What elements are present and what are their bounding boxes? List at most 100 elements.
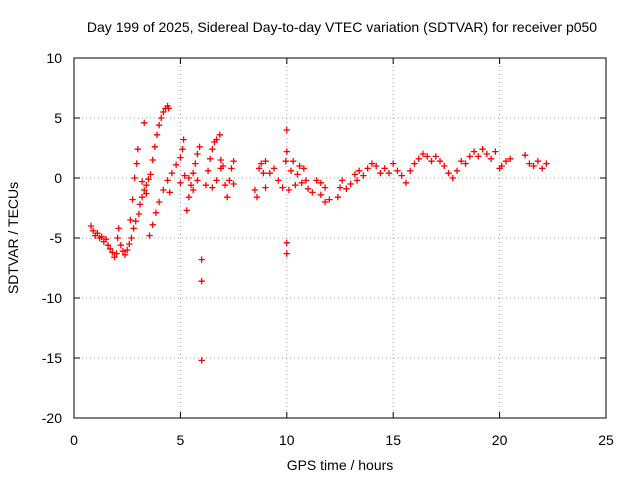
data-point [89,227,97,234]
data-point [534,158,542,165]
data-point [347,180,354,188]
data-point [121,251,129,258]
data-point [445,170,452,177]
data-point [87,222,95,230]
data-point [185,194,193,201]
data-point [355,167,363,174]
data-point [106,245,114,252]
data-point [146,232,153,239]
y-tick-label: -20 [42,410,62,426]
data-point [313,177,320,184]
data-point [321,198,329,206]
data-point [507,155,514,162]
data-point [475,153,482,160]
data-point [180,136,187,143]
data-point [283,250,290,257]
data-point [198,256,205,263]
data-point [119,248,127,255]
x-tick-label: 0 [70,432,78,448]
data-point [317,179,325,186]
x-tick-label: 5 [177,432,185,448]
data-point [377,170,384,177]
data-point [487,155,495,162]
data-point [117,242,125,249]
data-point [132,218,139,225]
data-point [368,160,376,167]
data-point [213,136,220,143]
data-point [219,162,227,170]
data-point [302,177,310,184]
data-point [262,158,269,165]
data-point [134,146,142,153]
data-point [143,182,150,189]
data-point [407,167,414,174]
data-point [343,185,350,192]
data-point [221,182,229,189]
data-point [155,198,163,206]
data-point [168,170,176,177]
data-point [155,122,163,129]
data-point [283,126,290,134]
data-point [115,225,122,232]
data-point [253,194,261,201]
data-points [87,102,550,364]
data-point [198,278,205,285]
data-point [289,158,297,165]
data-point [283,148,290,155]
data-point [287,167,295,174]
data-point [449,174,456,182]
data-point [141,119,148,126]
data-point [415,155,422,162]
data-point [209,184,216,191]
y-tick-label: -10 [42,290,62,306]
data-point [185,174,193,182]
data-point [147,171,154,178]
data-point [196,143,203,150]
data-point [338,177,346,184]
data-point [141,186,148,194]
data-point [177,154,184,161]
data-point [543,160,550,167]
data-point [109,249,116,256]
data-point [124,246,131,254]
data-point [498,162,505,170]
data-point [326,196,333,203]
data-point [266,170,273,177]
data-point [138,194,146,201]
data-point [436,158,444,165]
data-point [94,230,101,237]
data-point [179,146,186,153]
data-point [228,165,235,172]
data-point [126,240,133,248]
data-point [152,209,160,216]
x-tick-label: 10 [279,432,295,448]
data-point [158,114,165,122]
data-point [402,179,410,186]
data-point [149,156,156,164]
x-tick-label: 15 [385,432,401,448]
data-point [351,171,359,178]
data-point [258,160,265,167]
data-point [130,225,137,232]
data-point [143,190,150,197]
data-point [230,180,237,188]
data-point [428,158,435,165]
data-point [131,174,138,182]
data-point [172,161,180,168]
data-point [204,167,212,174]
x-tick-label: 20 [492,432,508,448]
data-point [304,185,312,192]
data-point [530,162,537,170]
data-point [104,242,112,249]
data-point [114,234,121,242]
data-point [424,153,431,160]
data-point [502,158,510,165]
data-point [398,172,405,179]
data-point [165,105,172,112]
x-tick-labels: 0 5 10 15 20 25 [70,432,614,448]
data-point [470,148,478,155]
data-point [166,189,173,196]
data-point [492,148,499,155]
axis-ticks [73,57,607,419]
